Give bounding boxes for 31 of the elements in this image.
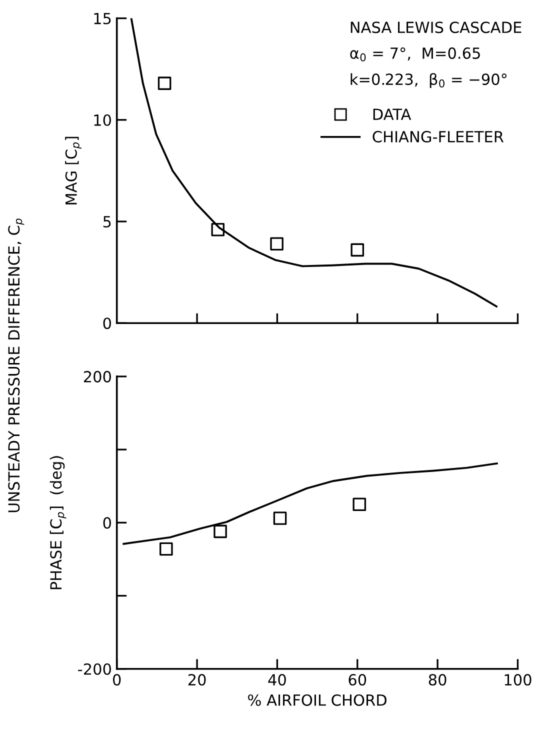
x-tick-label: 80	[428, 674, 446, 686]
y-tick-label: 0	[103, 517, 111, 529]
point	[352, 498, 366, 512]
x-axis-title: % AIRFOIL CHORD	[248, 694, 386, 706]
y-tick-label: 200	[84, 370, 111, 382]
x-tick-label: 100	[504, 674, 532, 686]
point	[273, 512, 287, 525]
point	[160, 542, 173, 556]
point	[350, 243, 364, 257]
point	[214, 524, 227, 538]
x-tick-label: 0	[113, 674, 121, 686]
legend-label: DATA	[373, 108, 412, 120]
text: UNSTEADY PRESSURE DIFFERENCE, C$_{p}$	[8, 218, 24, 512]
x-tick-label: 60	[348, 674, 366, 686]
y-tick-label: -200	[78, 663, 111, 675]
y-tick-label: 5	[103, 216, 111, 228]
y-tick-label: 10	[94, 114, 111, 126]
point	[158, 76, 172, 90]
line-series	[122, 462, 498, 545]
legend-label: CHIANG-FLEETER	[372, 130, 504, 142]
annotation: k=0.223, β$_{0}$ = −90°	[350, 73, 507, 88]
x-tick-label: 20	[188, 674, 206, 686]
annotation: NASA LEWIS CASCADE	[350, 22, 522, 34]
y-axis-title: MAG [C$_{p}$]	[65, 136, 82, 204]
point	[270, 237, 284, 250]
annotation: α$_{0}$ = 7°, M=0.65	[350, 47, 480, 62]
y-tick-label: 0	[103, 318, 111, 330]
y-tick-label: 15	[94, 12, 111, 24]
point	[211, 222, 225, 236]
y-axis-title: PHASE [C$_{p}$] (deg)	[50, 456, 66, 590]
x-tick-label: 40	[268, 674, 286, 686]
